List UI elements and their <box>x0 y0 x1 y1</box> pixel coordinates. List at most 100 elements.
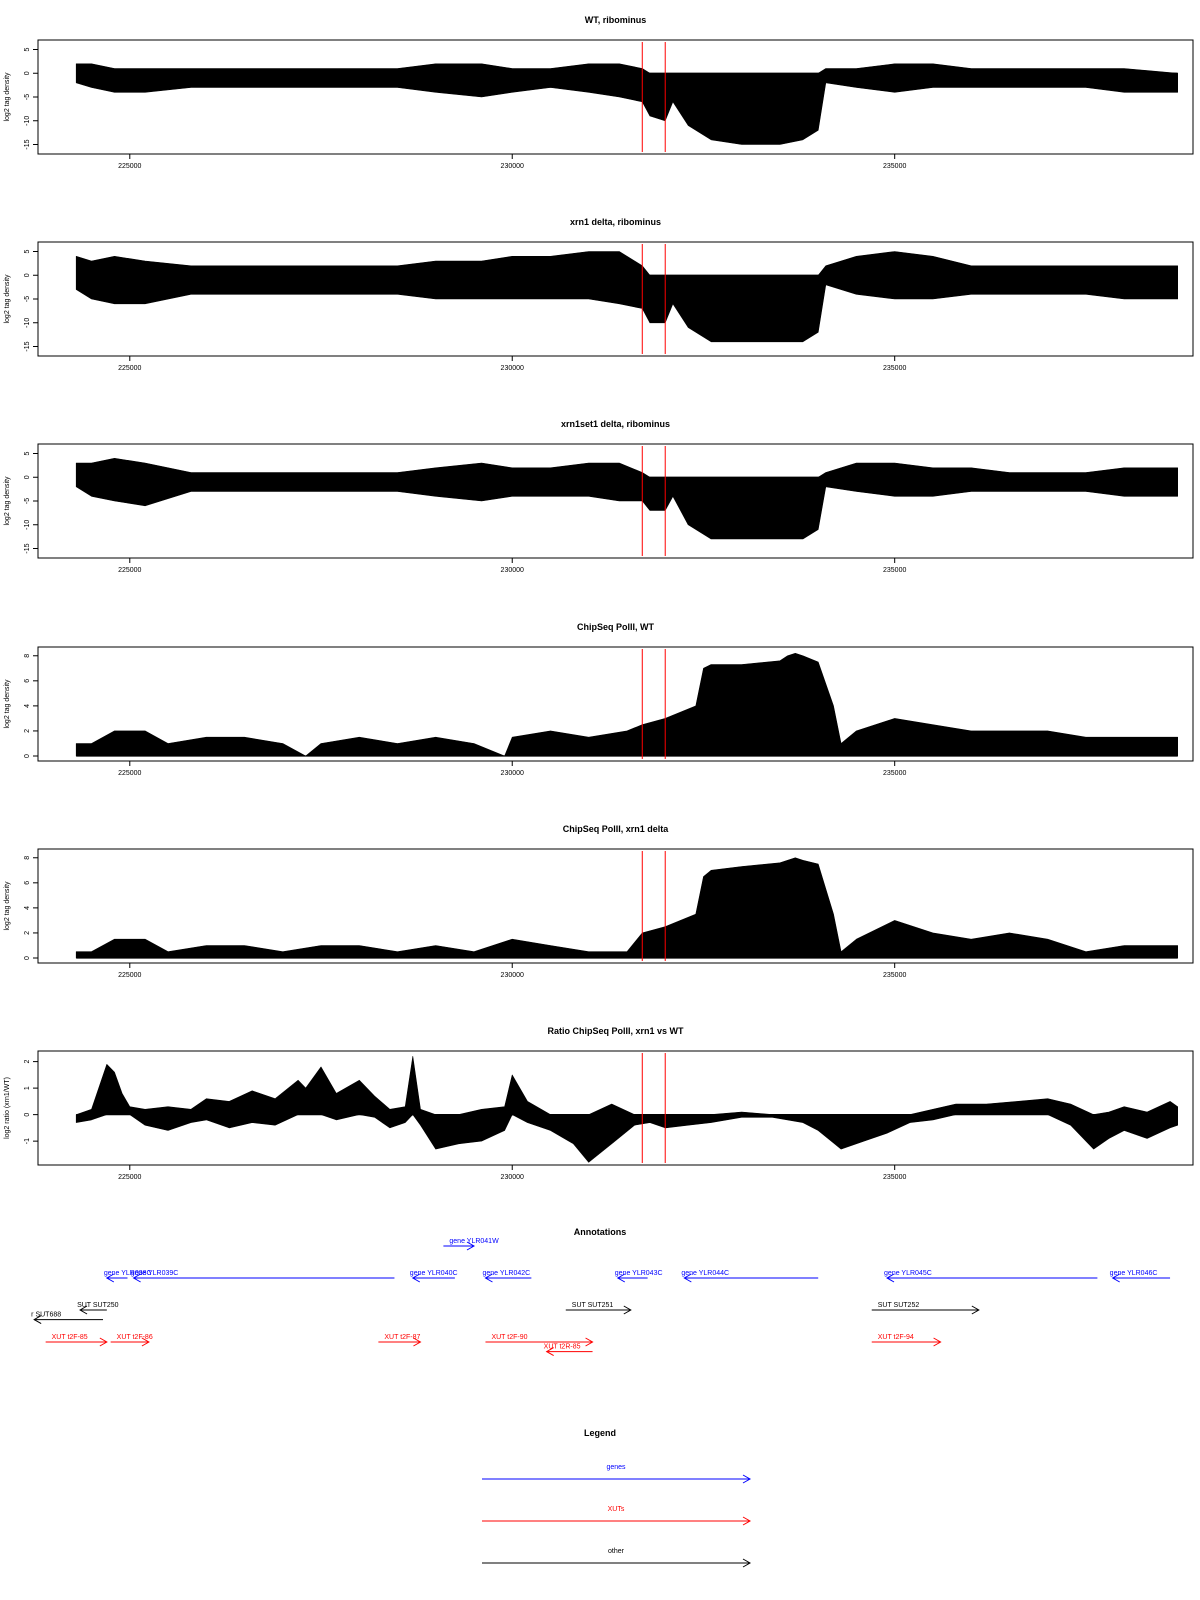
x-tick-label: 235000 <box>883 567 906 574</box>
x-tick-label: 225000 <box>118 163 141 170</box>
feature-label: XUT t2F-94 <box>878 1334 914 1341</box>
chart-panel-5: ChipSeq PolII, xrn1 delta log2 tag densit… <box>4 824 1194 979</box>
y-tick-label: 2 <box>24 931 31 935</box>
y-tick-label: -15 <box>24 341 31 351</box>
y-tick-label: 5 <box>24 47 31 51</box>
panel-title: Ratio ChipSeq PolII, xrn1 vs WT <box>547 1026 684 1036</box>
y-tick-label: -10 <box>24 520 31 530</box>
y-tick-label: -5 <box>24 498 31 504</box>
y-tick-label: 0 <box>24 273 31 277</box>
annotations-title: Annotations <box>574 1227 627 1237</box>
panel-title: WT, ribominus <box>585 15 647 25</box>
signal-area <box>75 857 1178 959</box>
x-tick-label: 230000 <box>501 163 524 170</box>
signal-area <box>75 251 1178 343</box>
feature-label: XUT t2F-85 <box>52 1334 88 1341</box>
y-tick-label: 5 <box>24 451 31 455</box>
feature-label: gene YLR046C <box>1110 1270 1158 1277</box>
x-tick-label: 230000 <box>501 1174 524 1181</box>
x-tick-label: 225000 <box>118 567 141 574</box>
legend-item-label: genes <box>606 1464 626 1471</box>
feature-label: gene YLR043C <box>615 1270 663 1277</box>
arrow-head-icon <box>79 1305 88 1315</box>
arrow-head-icon <box>1111 1273 1120 1283</box>
signal-area <box>75 63 1178 145</box>
feature-label: gene YLR041W <box>449 1238 499 1245</box>
x-tick-label: 230000 <box>501 972 524 979</box>
y-tick-label: 6 <box>24 679 31 683</box>
plot-frame <box>37 646 1194 762</box>
x-tick-label: 235000 <box>883 770 906 777</box>
arrow-head-icon <box>413 1337 422 1347</box>
arrow-head-icon <box>742 1558 752 1568</box>
x-tick-label: 235000 <box>883 163 906 170</box>
chart-panel-4: ChipSeq PolII, WT log2 tag density 0 2 4 6 8 22… <box>4 622 1194 777</box>
arrow-head-icon <box>141 1337 150 1347</box>
y-tick-label: 8 <box>24 654 31 658</box>
y-tick-label: -15 <box>24 139 31 149</box>
y-tick-label: 0 <box>24 71 31 75</box>
arrow-head-icon <box>616 1273 626 1283</box>
y-tick-label: 0 <box>24 956 31 960</box>
arrow-head-icon <box>585 1337 594 1347</box>
x-tick-label: 230000 <box>501 770 524 777</box>
signal-area <box>75 1056 1178 1163</box>
arrow-head-icon <box>886 1273 895 1283</box>
y-tick-label: 2 <box>24 729 31 733</box>
chart-panel-3: xrn1set1 delta, ribominus log2 tag densit… <box>4 419 1194 574</box>
y-tick-label: 5 <box>24 249 31 253</box>
y-tick-label: -10 <box>24 318 31 328</box>
legend-item-label: XUTs <box>608 1506 625 1513</box>
plot-frame <box>37 848 1194 964</box>
plot-frame <box>37 443 1194 559</box>
y-axis-label: log2 tag density <box>4 476 11 526</box>
y-axis-label: log2 tag density <box>4 274 11 324</box>
y-tick-label: -5 <box>24 296 31 302</box>
signal-area <box>75 653 1178 757</box>
y-tick-label: 2 <box>24 1060 31 1064</box>
y-tick-label: 0 <box>24 475 31 479</box>
y-tick-label: 0 <box>24 1113 31 1117</box>
feature-label: SUT SUT252 <box>878 1302 920 1309</box>
y-axis-label: log2 tag density <box>4 72 11 122</box>
feature-label: gene YLR040C <box>410 1270 458 1277</box>
x-tick-label: 230000 <box>501 567 524 574</box>
feature-label: XUT t2F-90 <box>491 1334 527 1341</box>
arrow-head-icon <box>623 1305 632 1315</box>
arrow-head-icon <box>742 1474 752 1484</box>
feature-label: gene YLR038C <box>104 1270 152 1277</box>
feature-label: XUT t2F-86 <box>117 1334 153 1341</box>
x-tick-label: 225000 <box>118 365 141 372</box>
signal-area <box>75 458 1178 540</box>
arrow-head-icon <box>683 1273 692 1283</box>
arrow-head-icon <box>933 1337 942 1347</box>
panel-title: xrn1set1 delta, ribominus <box>561 419 670 429</box>
x-tick-label: 225000 <box>118 770 141 777</box>
y-axis-label: log2 ratio (xrn1/WT) <box>4 1077 11 1139</box>
chart-panel-1: WT, ribominus log2 tag density 5 0 -5 -10 -15 2… <box>4 15 1194 170</box>
feature-label: gene YLR042C <box>482 1270 530 1277</box>
feature-label: gene YLR044C <box>681 1270 729 1277</box>
y-tick-label: 4 <box>24 704 31 708</box>
y-tick-label: -15 <box>24 543 31 553</box>
legend-item-label: other <box>608 1548 625 1555</box>
plot-frame <box>37 39 1194 155</box>
feature-label: SUT SUT251 <box>572 1302 614 1309</box>
legend: Legend genes XUTs other <box>482 1428 752 1568</box>
panel-title: xrn1 delta, ribominus <box>570 217 661 227</box>
x-tick-label: 235000 <box>883 1174 906 1181</box>
arrow-head-icon <box>99 1337 108 1347</box>
plot-frame <box>37 1050 1194 1166</box>
x-tick-label: 235000 <box>883 365 906 372</box>
y-tick-label: -1 <box>24 1138 31 1144</box>
chart-panel-2: xrn1 delta, ribominus log2 tag density 5 0 -… <box>4 217 1194 372</box>
arrow-head-icon <box>742 1516 752 1526</box>
x-tick-label: 230000 <box>501 365 524 372</box>
arrow-head-icon <box>132 1273 141 1283</box>
y-tick-label: -5 <box>24 94 31 100</box>
panel-title: ChipSeq PolII, WT <box>577 622 654 632</box>
y-tick-label: -10 <box>24 116 31 126</box>
legend-title: Legend <box>584 1428 616 1438</box>
x-tick-label: 225000 <box>118 972 141 979</box>
